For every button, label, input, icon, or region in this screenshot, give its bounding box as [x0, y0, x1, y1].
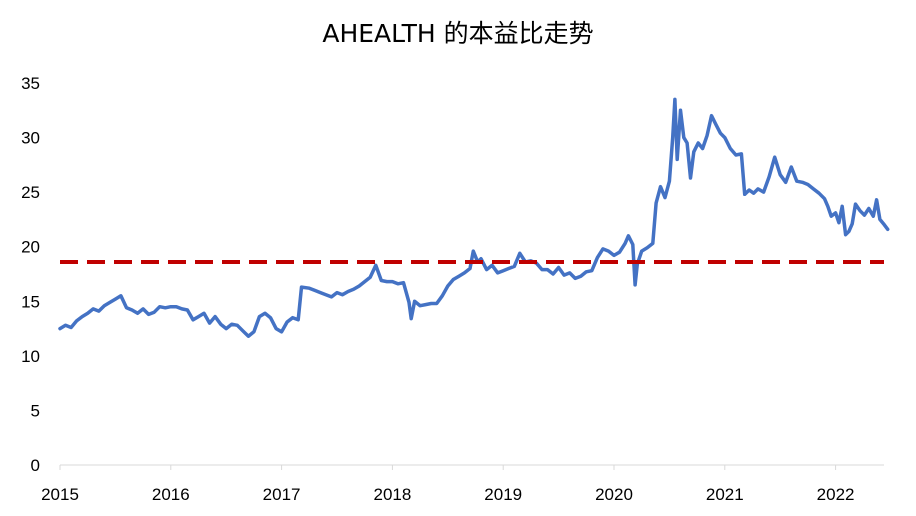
y-tick-label: 25 [21, 183, 40, 202]
x-tick-label: 2022 [817, 485, 855, 504]
x-tick-label: 2018 [373, 485, 411, 504]
y-tick-label: 0 [31, 456, 40, 475]
x-tick-label: 2017 [263, 485, 301, 504]
x-tick-label: 2015 [41, 485, 79, 504]
y-tick-label: 35 [21, 74, 40, 93]
y-tick-label: 5 [31, 401, 40, 420]
x-tick-label: 2021 [706, 485, 744, 504]
y-tick-label: 10 [21, 347, 40, 366]
y-tick-label: 30 [21, 129, 40, 148]
x-tick-label: 2019 [484, 485, 522, 504]
series-line [58, 97, 890, 338]
x-tick-label: 2020 [595, 485, 633, 504]
y-tick-label: 20 [21, 238, 40, 257]
y-tick-label: 15 [21, 292, 40, 311]
x-tick-label: 2016 [152, 485, 190, 504]
chart-title: AHEALTH 的本益比走势 [322, 19, 594, 48]
